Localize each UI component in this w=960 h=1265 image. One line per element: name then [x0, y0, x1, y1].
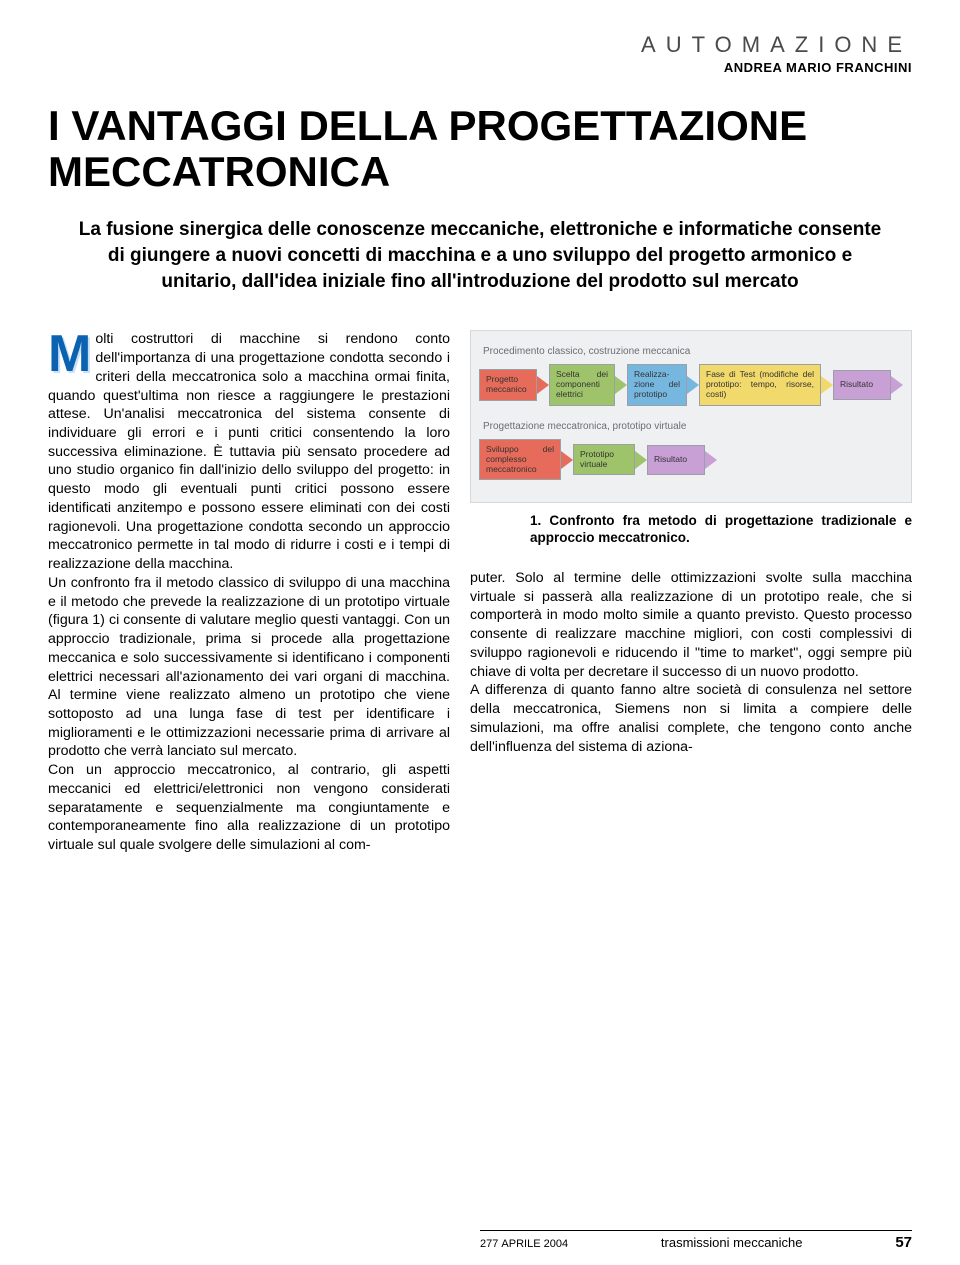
- arrow-icon: [635, 451, 647, 469]
- footer-rule: [480, 1230, 912, 1231]
- figure-box: Realizza-zione del prototipo: [627, 364, 687, 405]
- body-para-5: A differenza di quanto fanno altre socie…: [470, 681, 912, 756]
- footer: 277 APRILE 2004 trasmissioni meccaniche …: [480, 1234, 912, 1251]
- figure-box: Prototipo virtuale: [573, 444, 635, 476]
- footer-issue-month: APRILE: [501, 1238, 540, 1250]
- arrow-icon: [687, 376, 699, 394]
- figure-1: Procedimento classico, costruzione mecca…: [470, 330, 912, 503]
- arrow-icon: [561, 451, 573, 469]
- arrow-icon: [615, 376, 627, 394]
- header: AUTOMAZIONE ANDREA MARIO FRANCHINI: [48, 32, 912, 75]
- figure-box: Risultato: [647, 445, 705, 475]
- figure-section-2-label: Progettazione meccatronica, prototipo vi…: [483, 420, 903, 433]
- body-para-1: Molti costruttori di macchine si rendono…: [48, 330, 450, 574]
- figure-box: Progetto meccanico: [479, 369, 537, 401]
- body-text-1: olti costruttori di macchine si rendono …: [48, 331, 450, 572]
- arrow-icon: [537, 376, 549, 394]
- body-para-4: puter. Solo al termine delle ottimizzazi…: [470, 569, 912, 681]
- page: AUTOMAZIONE ANDREA MARIO FRANCHINI I VAN…: [0, 0, 960, 855]
- category-label: AUTOMAZIONE: [48, 32, 912, 58]
- footer-journal: trasmissioni meccaniche: [661, 1235, 803, 1250]
- figure-caption: 1. Confronto fra metodo di progettazione…: [530, 513, 912, 547]
- figure-box: Fase di Test (modifiche del prototipo: t…: [699, 364, 821, 405]
- figure-section-1-label: Procedimento classico, costruzione mecca…: [483, 345, 903, 358]
- column-right: Procedimento classico, costruzione mecca…: [470, 330, 912, 855]
- footer-page-number: 57: [895, 1234, 912, 1251]
- column-left: Molti costruttori di macchine si rendono…: [48, 330, 450, 855]
- article-title: I VANTAGGI DELLA PROGETTAZIONE MECCATRON…: [48, 103, 912, 195]
- body-para-2: Un confronto fra il metodo classico di s…: [48, 574, 450, 761]
- figure-box: Scelta dei componenti elettrici: [549, 364, 615, 405]
- arrow-icon: [705, 451, 717, 469]
- figure-row-1: Progetto meccanico Scelta dei componenti …: [479, 364, 903, 405]
- figure-box: Risultato: [833, 370, 891, 400]
- article-subtitle: La fusione sinergica delle conoscenze me…: [68, 217, 892, 294]
- footer-issue-year: 2004: [544, 1238, 568, 1250]
- arrow-icon: [821, 376, 833, 394]
- body-columns: Molti costruttori di macchine si rendono…: [48, 330, 912, 855]
- footer-issue: 277 APRILE 2004: [480, 1238, 568, 1250]
- author-name: ANDREA MARIO FRANCHINI: [48, 60, 912, 75]
- footer-issue-num: 277: [480, 1238, 498, 1250]
- body-para-3: Con un approccio meccatronico, al contra…: [48, 761, 450, 855]
- figure-box: Sviluppo del complesso meccatronico: [479, 439, 561, 480]
- arrow-icon: [891, 376, 903, 394]
- dropcap: M: [48, 333, 91, 376]
- figure-row-2: Sviluppo del complesso meccatronico Proto…: [479, 439, 903, 480]
